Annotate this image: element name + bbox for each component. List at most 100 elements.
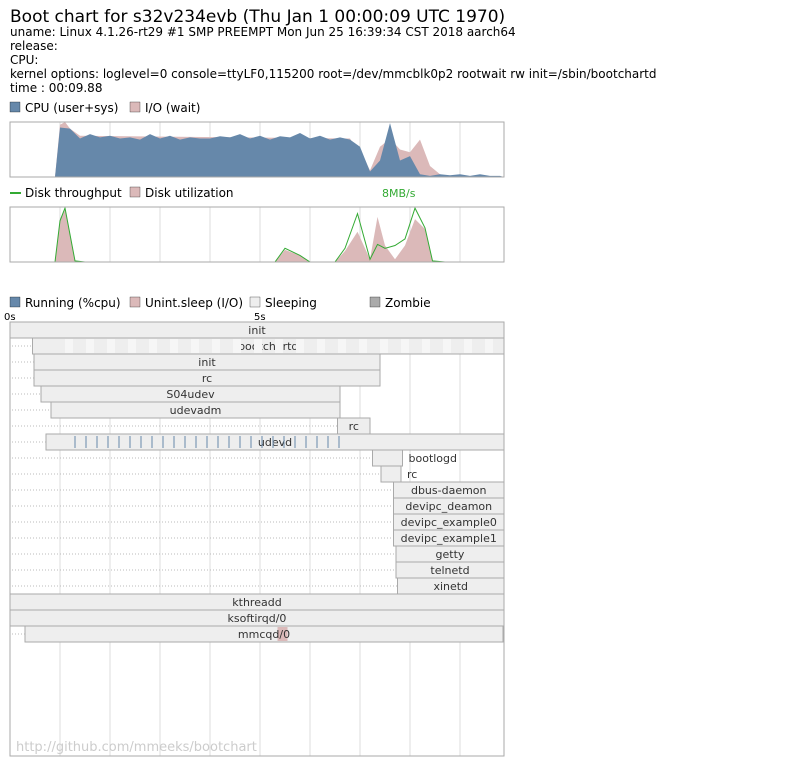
process-label: telnetd [430, 564, 469, 577]
process-label: devipc_example0 [401, 516, 497, 529]
activity-stripe [485, 339, 493, 353]
process-row: kthreadd [9, 593, 505, 611]
time-line: time : 00:09.88 [10, 81, 102, 95]
cpu-usage-area [55, 123, 504, 177]
cpu-legend-swatch [9, 101, 21, 113]
disk-throughput-line [54, 206, 504, 263]
process-label: dbus-daemon [411, 484, 487, 497]
process-row: init [9, 321, 505, 339]
activity-stripe [296, 339, 304, 353]
activity-stripe [128, 339, 136, 353]
cpu-io-chart [9, 121, 505, 178]
process-row: rc [33, 369, 381, 387]
process-bar [24, 625, 504, 643]
activity-stripe [422, 339, 430, 353]
process-label: init [248, 324, 266, 337]
footer-source: http://github.com/mmeeks/bootchart [16, 740, 257, 755]
disk-throughput-legend-label: Disk throughput [25, 186, 122, 200]
process-row: devipc_example0 [393, 513, 505, 531]
activity-stripe [107, 339, 115, 353]
process-chart: 0s 5s init bootchartd init rc S04udev udevadm r… [4, 312, 505, 757]
activity-stripe [338, 339, 346, 353]
activity-stripe [317, 339, 325, 353]
process-label: kthreadd [232, 596, 281, 609]
unint-legend-swatch [129, 296, 141, 308]
release-line: release: [10, 39, 58, 53]
process-row: bootlogd [372, 449, 458, 467]
process-label: udevd [258, 436, 292, 449]
disk-max-label: 8MB/s [382, 187, 416, 200]
zombie-legend-label: Zombie [385, 296, 431, 310]
process-label: bootchartd [238, 340, 298, 353]
disk-utilization-area [55, 209, 504, 262]
process-row: ksoftirqd/0 [9, 609, 505, 627]
process-row: init [33, 353, 381, 371]
activity-stripe [380, 339, 388, 353]
time-tick-label: 0s [4, 312, 16, 323]
udevd-run-markers [74, 436, 340, 448]
process-bars: init bootchartd init rc S04udev udevadm rc udev… [9, 321, 505, 643]
activity-stripe [254, 339, 262, 353]
running-legend-label: Running (%cpu) [25, 296, 121, 310]
process-label: mmcqd/0 [238, 628, 290, 641]
process-chart-ticks: 0s 5s [4, 312, 266, 323]
disk-chart-frame [9, 206, 505, 263]
time-tick-label: 5s [254, 312, 266, 323]
process-row: devipc_example1 [393, 529, 505, 547]
cpu-legend-label: CPU (user+sys) [25, 101, 118, 115]
bootchartd-activity [65, 339, 493, 353]
disk-chart [9, 206, 505, 263]
zombie-legend-swatch [369, 296, 381, 308]
sleeping-legend-label: Sleeping [265, 296, 317, 310]
process-label: init [198, 356, 216, 369]
disk-utilization-legend-label: Disk utilization [145, 186, 234, 200]
io-sleep-segment [277, 627, 288, 641]
process-row: devipc_deamon [393, 497, 505, 515]
process-bar [372, 449, 403, 467]
process-tree-links [12, 345, 398, 635]
process-label: rc [349, 420, 359, 433]
disk-chart-areas [54, 206, 504, 263]
activity-stripe [464, 339, 472, 353]
process-label: ksoftirqd/0 [228, 612, 287, 625]
process-row: bootchartd [32, 337, 505, 355]
activity-stripe [149, 339, 157, 353]
process-bar [50, 401, 341, 419]
running-legend-swatch [9, 296, 21, 308]
process-label: devipc_example1 [401, 532, 497, 545]
disk-utilization-legend-swatch [129, 186, 141, 198]
activity-stripe [170, 339, 178, 353]
activity-stripe [275, 339, 283, 353]
process-bar [380, 465, 402, 483]
process-row: rc [337, 417, 371, 435]
process-row: dbus-daemon [393, 481, 505, 499]
process-label: xinetd [433, 580, 468, 593]
cpu-line: CPU: [10, 53, 38, 67]
process-row: getty [395, 545, 505, 563]
cpu-chart-frame [9, 121, 505, 178]
process-row: xinetd [397, 577, 505, 595]
process-label: getty [436, 548, 465, 561]
kernel-options-line: kernel options: loglevel=0 console=ttyLF… [10, 67, 657, 81]
process-label: rc [202, 372, 212, 385]
activity-stripe [191, 339, 199, 353]
process-label: devipc_deamon [405, 500, 492, 513]
process-row: udevd [45, 433, 505, 451]
activity-stripe [233, 339, 241, 353]
unint-legend-label: Unint.sleep (I/O) [145, 296, 243, 310]
activity-stripe [86, 339, 94, 353]
activity-stripe [359, 339, 367, 353]
uname-line: uname: Linux 4.1.26-rt29 #1 SMP PREEMPT … [10, 25, 516, 39]
process-row: telnetd [395, 561, 505, 579]
sleeping-legend-swatch [249, 296, 261, 308]
activity-stripe [443, 339, 451, 353]
process-chart-frame [9, 321, 505, 757]
io-legend-label: I/O (wait) [145, 101, 200, 115]
process-label: bootlogd [409, 452, 458, 465]
cpu-chart-areas [55, 122, 504, 177]
process-label: rc [407, 468, 417, 481]
process-row: udevadm [50, 401, 341, 419]
activity-stripe [65, 339, 73, 353]
process-row: S04udev [40, 385, 341, 403]
